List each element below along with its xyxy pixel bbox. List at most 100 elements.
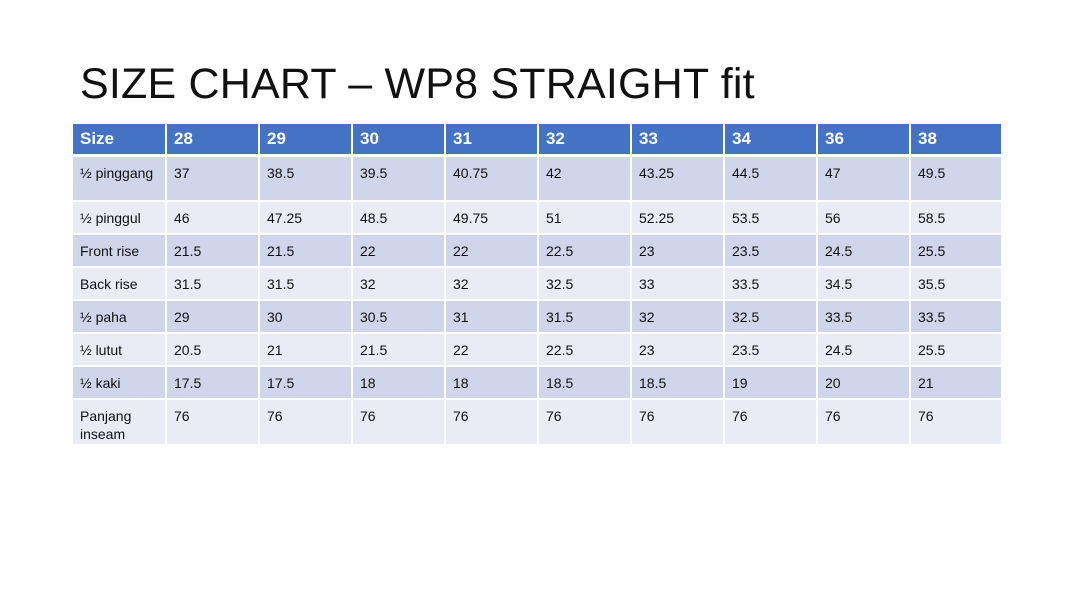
- table-cell: 40.75: [445, 155, 539, 202]
- table-cell: 33.5: [817, 300, 911, 334]
- row-label: Front rise: [73, 234, 167, 268]
- table-cell: 51: [538, 201, 632, 235]
- row-label: ½ kaki: [73, 366, 167, 400]
- table-cell: 47.25: [259, 201, 353, 235]
- table-cell: 24.5: [817, 333, 911, 367]
- table-cell: 18: [352, 366, 446, 400]
- table-cell: 33: [631, 267, 725, 301]
- table-cell: 76: [166, 399, 260, 446]
- table-cell: 49.75: [445, 201, 539, 235]
- table-cell: 18.5: [631, 366, 725, 400]
- table-row: Panjang inseam 76 76 76 76 76 76 76 76 76: [73, 399, 1001, 446]
- table-cell: 32: [631, 300, 725, 334]
- table-header-row: Size 28 29 30 31 32 33 34 36 38: [73, 124, 1001, 157]
- table-cell: 52.25: [631, 201, 725, 235]
- table-cell: 48.5: [352, 201, 446, 235]
- table-cell: 37: [166, 155, 260, 202]
- table-cell: 53.5: [724, 201, 818, 235]
- table-cell: 58.5: [910, 201, 1001, 235]
- table-cell: 33.5: [724, 267, 818, 301]
- table-row: ½ pinggul 46 47.25 48.5 49.75 51 52.25 53.5 56 58…: [73, 201, 1001, 235]
- table-cell: 43.25: [631, 155, 725, 202]
- table-cell: 25.5: [910, 234, 1001, 268]
- table-row: ½ lutut 20.5 21 21.5 22 22.5 23 23.5 24.5 25.5: [73, 333, 1001, 367]
- row-label: ½ lutut: [73, 333, 167, 367]
- table-cell: 32.5: [538, 267, 632, 301]
- row-label: ½ pinggang: [73, 155, 167, 202]
- table-cell: 22: [352, 234, 446, 268]
- table-cell: 23: [631, 333, 725, 367]
- header-size: 38: [910, 124, 1001, 157]
- table-cell: 17.5: [166, 366, 260, 400]
- header-size: 34: [724, 124, 818, 157]
- table-cell: 76: [352, 399, 446, 446]
- table-cell: 21.5: [352, 333, 446, 367]
- table-cell: 22: [445, 234, 539, 268]
- table-cell: 38.5: [259, 155, 353, 202]
- table-cell: 32: [352, 267, 446, 301]
- table-cell: 22: [445, 333, 539, 367]
- table-cell: 21: [910, 366, 1001, 400]
- table-cell: 23.5: [724, 234, 818, 268]
- table-cell: 47: [817, 155, 911, 202]
- table-cell: 49.5: [910, 155, 1001, 202]
- table-row: Back rise 31.5 31.5 32 32 32.5 33 33.5 34.5 35.5: [73, 267, 1001, 301]
- table-cell: 46: [166, 201, 260, 235]
- header-size-label: Size: [73, 124, 167, 157]
- table-cell: 29: [166, 300, 260, 334]
- row-label: ½ paha: [73, 300, 167, 334]
- table-cell: 76: [910, 399, 1001, 446]
- table-cell: 32: [445, 267, 539, 301]
- row-label: Panjang inseam: [73, 399, 167, 446]
- table-cell: 18.5: [538, 366, 632, 400]
- table-cell: 76: [724, 399, 818, 446]
- table-cell: 42: [538, 155, 632, 202]
- table-cell: 76: [817, 399, 911, 446]
- table-cell: 44.5: [724, 155, 818, 202]
- table-cell: 31.5: [259, 267, 353, 301]
- table-cell: 22.5: [538, 333, 632, 367]
- table-row: Front rise 21.5 21.5 22 22 22.5 23 23.5 24.5 25.5: [73, 234, 1001, 268]
- table-body: ½ pinggang 37 38.5 39.5 40.75 42 43.25 44.5 47 49…: [73, 155, 1001, 446]
- table-cell: 56: [817, 201, 911, 235]
- table-cell: 39.5: [352, 155, 446, 202]
- header-size: 31: [445, 124, 539, 157]
- slide-title: SIZE CHART – WP8 STRAIGHT fit: [80, 60, 755, 108]
- table-cell: 21: [259, 333, 353, 367]
- table-cell: 19: [724, 366, 818, 400]
- table-cell: 34.5: [817, 267, 911, 301]
- table-cell: 30.5: [352, 300, 446, 334]
- table-cell: 30: [259, 300, 353, 334]
- row-label: ½ pinggul: [73, 201, 167, 235]
- table-cell: 31: [445, 300, 539, 334]
- table-cell: 22.5: [538, 234, 632, 268]
- header-size: 32: [538, 124, 632, 157]
- table-cell: 18: [445, 366, 539, 400]
- table-row: ½ paha 29 30 30.5 31 31.5 32 32.5 33.5 33.5: [73, 300, 1001, 334]
- table-cell: 76: [445, 399, 539, 446]
- table-cell: 76: [538, 399, 632, 446]
- table-cell: 31.5: [538, 300, 632, 334]
- table-row: ½ pinggang 37 38.5 39.5 40.75 42 43.25 44.5 47 49…: [73, 155, 1001, 202]
- table-cell: 25.5: [910, 333, 1001, 367]
- table-cell: 76: [631, 399, 725, 446]
- header-size: 28: [166, 124, 260, 157]
- table-cell: 21.5: [166, 234, 260, 268]
- header-size: 33: [631, 124, 725, 157]
- size-chart-table: Size 28 29 30 31 32 33 34 36 38 ½ pingga…: [73, 124, 1001, 446]
- header-size: 36: [817, 124, 911, 157]
- header-size: 29: [259, 124, 353, 157]
- table-cell: 24.5: [817, 234, 911, 268]
- table-cell: 23: [631, 234, 725, 268]
- table-cell: 76: [259, 399, 353, 446]
- table-cell: 33.5: [910, 300, 1001, 334]
- header-size: 30: [352, 124, 446, 157]
- table-cell: 21.5: [259, 234, 353, 268]
- table-cell: 31.5: [166, 267, 260, 301]
- table-cell: 20: [817, 366, 911, 400]
- table-cell: 17.5: [259, 366, 353, 400]
- table-row: ½ kaki 17.5 17.5 18 18 18.5 18.5 19 20 21: [73, 366, 1001, 400]
- table-cell: 35.5: [910, 267, 1001, 301]
- table-cell: 20.5: [166, 333, 260, 367]
